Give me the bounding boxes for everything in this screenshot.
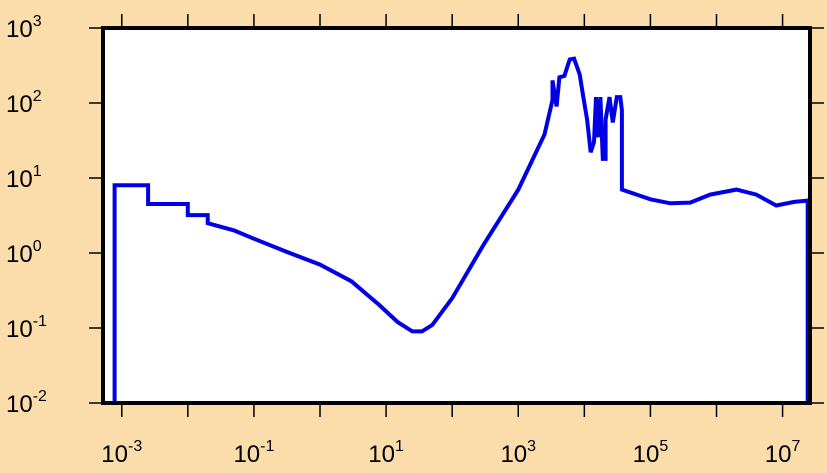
x-tick-label-0: 10-3	[101, 438, 142, 468]
y-tick-label-base: 10	[6, 241, 33, 268]
x-tick-label-4: 105	[633, 438, 669, 468]
y-tick-label-1: 10-1	[6, 313, 47, 343]
x-tick-label-base: 10	[368, 441, 395, 468]
x-tick-label-base: 10	[233, 441, 260, 468]
series-line-0	[112, 56, 810, 403]
x-tick-label-1: 10-1	[233, 438, 274, 468]
x-tick-label-2: 101	[368, 438, 404, 468]
y-tick-label-5: 103	[6, 13, 42, 43]
y-tick-label-exponent: 0	[33, 238, 42, 255]
x-tick-label-exponent: -3	[128, 438, 142, 455]
y-tick-label-base: 10	[6, 166, 33, 193]
x-tick-label-exponent: 5	[659, 438, 668, 455]
y-tick-label-base: 10	[6, 316, 33, 343]
plot-frame	[101, 26, 812, 405]
x-tick-label-3: 103	[500, 438, 536, 468]
x-tick-label-base: 10	[101, 441, 128, 468]
x-tick-label-base: 10	[500, 441, 527, 468]
x-tick-label-base: 10	[765, 441, 792, 468]
x-tick-label-exponent: 7	[791, 438, 800, 455]
x-tick-label-exponent: 3	[527, 438, 536, 455]
y-tick-label-2: 100	[6, 238, 42, 268]
plot-area-group	[103, 28, 810, 403]
y-tick-label-exponent: 3	[33, 13, 42, 30]
x-tick-label-exponent: -1	[260, 438, 274, 455]
y-tick-label-exponent: 1	[33, 163, 42, 180]
y-tick-label-4: 102	[6, 88, 42, 118]
x-tick-label-5: 107	[765, 438, 801, 468]
x-tick-label-exponent: 1	[395, 438, 404, 455]
y-tick-label-exponent: -2	[33, 388, 47, 405]
y-tick-label-base: 10	[6, 91, 33, 118]
plot-area	[103, 28, 810, 403]
y-tick-label-3: 101	[6, 163, 42, 193]
y-tick-label-exponent: -1	[33, 313, 47, 330]
y-tick-label-base: 10	[6, 16, 33, 43]
y-tick-label-base: 10	[6, 391, 33, 418]
y-tick-label-exponent: 2	[33, 88, 42, 105]
y-tick-label-0: 10-2	[6, 388, 47, 418]
x-tick-label-base: 10	[633, 441, 660, 468]
